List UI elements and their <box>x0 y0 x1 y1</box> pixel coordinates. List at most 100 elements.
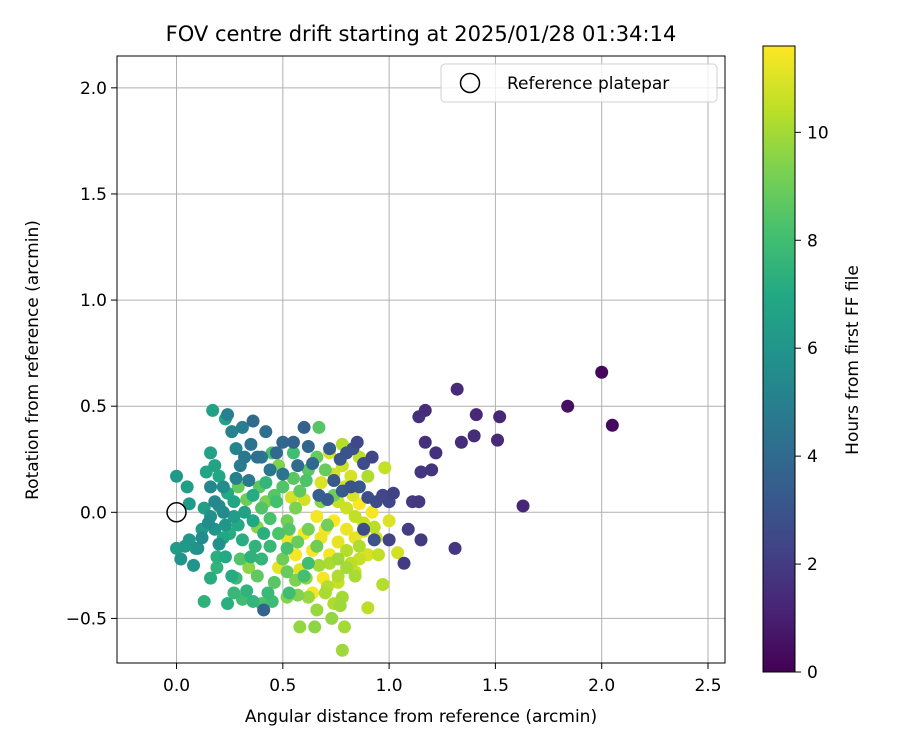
data-point <box>352 539 366 553</box>
data-point <box>242 560 256 574</box>
data-point <box>170 469 184 483</box>
legend: Reference platepar <box>440 63 718 103</box>
data-point <box>204 571 218 585</box>
data-point <box>310 539 324 553</box>
data-point <box>216 505 230 519</box>
data-point <box>320 493 334 507</box>
data-point <box>386 486 400 500</box>
data-point <box>365 450 379 464</box>
data-point <box>365 505 379 519</box>
data-point <box>367 533 381 547</box>
data-point <box>227 495 241 509</box>
data-point <box>331 569 345 583</box>
data-point <box>391 546 405 560</box>
x-tick-label: 1.5 <box>482 676 509 696</box>
data-point <box>312 558 326 572</box>
data-point <box>340 560 354 574</box>
data-point <box>312 420 326 434</box>
data-point <box>182 533 196 547</box>
data-point <box>450 382 464 396</box>
data-point <box>269 446 283 460</box>
data-point <box>325 611 339 625</box>
data-point <box>221 597 235 611</box>
data-point <box>493 410 507 424</box>
data-point <box>286 446 300 460</box>
data-point <box>382 514 396 528</box>
y-tick-label: 1.5 <box>80 185 107 205</box>
data-point <box>250 569 264 583</box>
data-point <box>378 461 392 475</box>
data-point <box>327 473 341 487</box>
data-point <box>318 586 332 600</box>
colorbar-tick-label: 10 <box>807 123 829 143</box>
data-point <box>412 495 426 509</box>
data-point <box>414 533 428 547</box>
data-point <box>255 501 269 515</box>
x-tick-label: 2.0 <box>588 676 615 696</box>
data-point <box>454 435 468 449</box>
data-point <box>225 425 239 439</box>
data-point <box>401 522 415 536</box>
data-point <box>340 522 354 536</box>
reference-platepar-marker <box>166 502 187 523</box>
x-axis-label: Angular distance from reference (arcmin) <box>245 707 597 727</box>
data-point <box>229 471 243 485</box>
colorbar-tick-label: 0 <box>807 663 818 683</box>
grid-lines <box>117 56 725 663</box>
data-point <box>276 552 290 566</box>
data-point <box>180 480 194 494</box>
data-point <box>212 469 226 483</box>
y-tick-label: 1.0 <box>80 291 107 311</box>
x-axis-ticks: 0.0 0.5 1.0 1.5 2.0 2.5 <box>163 663 722 696</box>
data-point <box>337 620 351 634</box>
colorbar <box>762 45 796 673</box>
data-point <box>246 594 260 608</box>
legend-entry-reference-platepar: Reference platepar <box>507 74 669 94</box>
data-point <box>246 414 260 428</box>
data-point <box>293 620 307 634</box>
data-point <box>310 510 324 524</box>
data-point <box>261 586 275 600</box>
data-point <box>204 480 218 494</box>
data-point <box>263 539 277 553</box>
x-tick-label: 1.0 <box>376 676 403 696</box>
data-point <box>182 497 196 511</box>
data-point <box>595 365 609 379</box>
data-point <box>357 522 371 536</box>
data-point <box>282 522 296 536</box>
data-point <box>201 516 215 530</box>
data-point <box>367 520 381 534</box>
data-point <box>293 484 307 498</box>
data-point <box>299 473 313 487</box>
data-point <box>289 501 303 515</box>
data-point <box>344 480 358 494</box>
colorbar-label: Hours from first FF file <box>843 265 863 455</box>
data-point <box>491 433 505 447</box>
data-point <box>414 465 428 479</box>
data-point <box>276 467 290 481</box>
data-point <box>235 533 249 547</box>
data-point <box>291 535 305 549</box>
data-point <box>376 577 390 591</box>
data-point <box>425 463 439 477</box>
data-point <box>208 495 222 509</box>
data-point <box>348 510 362 524</box>
data-point <box>348 569 362 583</box>
y-tick-label: −0.5 <box>66 609 107 629</box>
data-point <box>174 552 188 566</box>
data-point <box>263 463 277 477</box>
plot-frame <box>116 55 726 664</box>
data-point <box>244 550 258 564</box>
data-point <box>314 476 328 490</box>
data-point <box>257 603 271 617</box>
data-point <box>269 495 283 509</box>
data-point <box>248 539 262 553</box>
data-point <box>259 476 273 490</box>
data-point <box>195 531 209 545</box>
data-point <box>361 469 375 483</box>
data-point <box>301 590 315 604</box>
data-point <box>218 518 232 532</box>
data-point <box>227 510 241 524</box>
data-point <box>267 575 281 589</box>
